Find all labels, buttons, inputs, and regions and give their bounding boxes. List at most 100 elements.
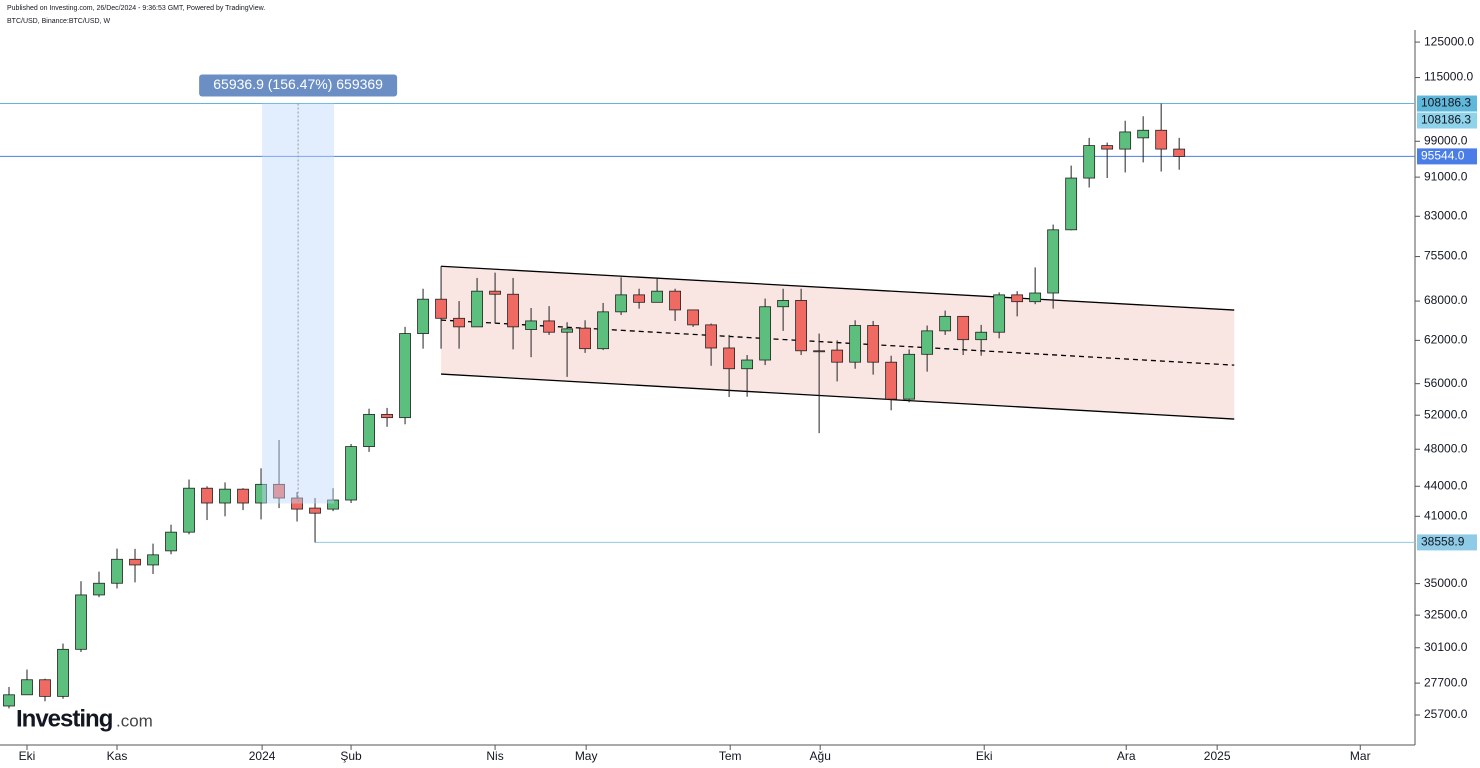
candle-body xyxy=(885,361,898,400)
candle-body xyxy=(741,359,754,370)
candle-body xyxy=(183,487,195,533)
candle-body xyxy=(579,327,591,350)
price-tag xyxy=(1417,112,1477,129)
candle-body xyxy=(831,349,844,363)
candle-body xyxy=(597,311,609,350)
logo-suffix: .com xyxy=(116,711,153,730)
x-tick-label: Mar xyxy=(1350,749,1371,763)
candle-body xyxy=(237,488,249,504)
candle-body xyxy=(939,315,952,332)
candle-body xyxy=(3,694,15,707)
candle-body xyxy=(813,350,826,353)
candle-body xyxy=(327,499,339,510)
measure-label-box xyxy=(199,74,398,97)
y-tick-label: 62000.0 xyxy=(1424,333,1468,347)
candle-body xyxy=(291,497,303,510)
candle-body xyxy=(615,294,627,313)
y-tick-label: 48000.0 xyxy=(1424,441,1468,455)
candle-body xyxy=(57,648,69,697)
y-tick-label: 27700.0 xyxy=(1424,675,1468,689)
candle-body xyxy=(867,325,880,363)
price-tag xyxy=(1417,148,1477,165)
candle-body xyxy=(435,298,447,319)
x-tick-label: Eki xyxy=(19,749,36,763)
candle-body xyxy=(309,507,321,514)
candle-body xyxy=(543,320,555,333)
y-tick-label: 35000.0 xyxy=(1424,576,1468,590)
candle-body xyxy=(21,679,33,696)
candle-body xyxy=(165,531,177,552)
y-tick-label: 41000.0 xyxy=(1424,508,1468,522)
price-tag-label: 38558.9 xyxy=(1421,535,1465,549)
candle-body xyxy=(957,315,970,341)
candle-body xyxy=(93,582,105,596)
candle-body xyxy=(75,594,87,650)
y-tick-label: 75500.0 xyxy=(1424,249,1468,263)
candle-body xyxy=(273,483,285,499)
measure-range xyxy=(262,103,335,504)
plot-area: 65936.9 (156.47%) 659369 xyxy=(0,74,1415,709)
candle-body xyxy=(975,331,988,341)
candle-body xyxy=(1101,145,1114,150)
x-tick-label: Ara xyxy=(1117,749,1136,763)
candle-body xyxy=(381,413,393,419)
y-tick-label: 30100.0 xyxy=(1424,640,1468,654)
x-tick-label: 2024 xyxy=(249,749,276,763)
candle-body xyxy=(723,347,736,370)
y-tick-label: 52000.0 xyxy=(1424,407,1468,421)
x-tick-label: Kas xyxy=(107,749,128,763)
candle-body xyxy=(525,320,537,330)
candle-body xyxy=(417,298,429,334)
y-tick-label: 56000.0 xyxy=(1424,376,1468,390)
candle-body xyxy=(1155,129,1168,150)
price-tag-label: 108186.3 xyxy=(1421,96,1471,110)
candle-body xyxy=(921,330,934,355)
x-tick-label: Nis xyxy=(486,749,503,763)
logo: Investing xyxy=(16,705,113,732)
candle-body xyxy=(759,306,772,361)
candle-body xyxy=(345,446,357,501)
candle-body xyxy=(651,290,663,303)
x-tick-label: 2025 xyxy=(1204,749,1231,763)
source-note: Published on Investing.com, 26/Dec/2024 … xyxy=(7,5,265,12)
channel-upper xyxy=(441,265,1235,311)
candle-body xyxy=(633,294,645,303)
price-tag xyxy=(1417,534,1477,551)
candle-body xyxy=(489,290,501,295)
candle-body xyxy=(219,488,231,504)
candle-body xyxy=(1011,294,1024,303)
candle-body xyxy=(147,554,159,566)
candle-body xyxy=(561,328,573,333)
y-tick-label: 83000.0 xyxy=(1424,208,1468,222)
candle-body xyxy=(471,290,483,328)
x-tick-label: Tem xyxy=(719,749,742,763)
candle-body xyxy=(1137,129,1150,139)
price-tag xyxy=(1417,95,1477,112)
candle-body xyxy=(903,353,916,400)
candle-body xyxy=(1065,177,1078,231)
y-tick-label: 91000.0 xyxy=(1424,169,1468,183)
candle-body xyxy=(705,324,718,349)
candle-body xyxy=(849,325,862,363)
channel-middle xyxy=(441,319,1235,366)
candle-body xyxy=(363,413,375,447)
candle-body xyxy=(795,300,808,352)
x-tick-label: Şub xyxy=(340,749,362,763)
price-tag-label: 95544.0 xyxy=(1421,149,1465,163)
candle-body xyxy=(39,679,51,697)
candle-body xyxy=(777,300,790,308)
candle-body xyxy=(453,317,465,328)
y-tick-label: 99000.0 xyxy=(1424,133,1468,147)
channel-lower xyxy=(441,373,1235,420)
x-tick-label: Ağu xyxy=(810,749,831,763)
x-tick-label: Eki xyxy=(976,749,993,763)
candle-body xyxy=(1083,145,1096,179)
price-tag-label: 108186.3 xyxy=(1421,113,1471,127)
y-tick-label: 115000.0 xyxy=(1424,70,1473,84)
y-tick-label: 68000.0 xyxy=(1424,293,1468,307)
candle-body xyxy=(507,293,519,328)
candle-body xyxy=(399,333,411,419)
candle-body xyxy=(201,487,213,504)
